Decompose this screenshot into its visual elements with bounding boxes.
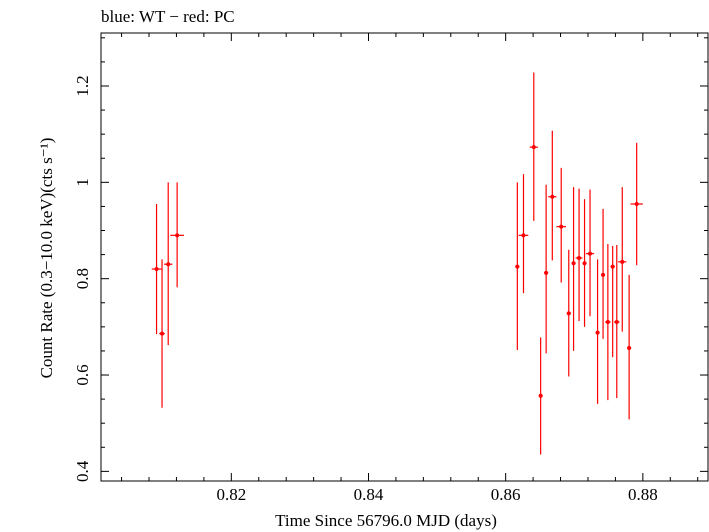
point-marker [550, 194, 555, 199]
data-point [571, 187, 576, 351]
y-tick-label: 0.6 [73, 364, 92, 385]
point-marker [166, 262, 171, 267]
y-tick-label: 1.2 [73, 75, 92, 96]
y-tick-label: 0.8 [73, 268, 92, 289]
point-marker [544, 270, 549, 275]
point-marker [605, 320, 610, 325]
point-marker [566, 311, 571, 316]
data-point [548, 130, 557, 261]
data-point [544, 184, 549, 354]
data-point [566, 249, 571, 377]
data-point [614, 244, 620, 399]
point-marker [175, 233, 180, 238]
plot-frame [100, 32, 709, 482]
data-point [585, 189, 595, 317]
point-marker [531, 145, 536, 150]
chart-title: blue: WT − red: PC [101, 7, 235, 26]
point-marker [627, 346, 632, 351]
data-point [170, 182, 184, 288]
data-point [164, 182, 173, 346]
point-marker [160, 331, 165, 336]
x-tick-label: 0.82 [216, 485, 246, 504]
point-marker [559, 224, 564, 229]
data-points [151, 72, 643, 455]
point-marker [571, 261, 576, 266]
point-marker [614, 320, 619, 325]
point-marker [634, 202, 639, 207]
data-point [151, 204, 162, 335]
point-marker [521, 233, 526, 238]
point-marker [601, 272, 606, 277]
data-point [601, 208, 606, 339]
point-marker [620, 259, 625, 264]
y-axis-label: Count Rate (0.3−10.0 keV)(cts s⁻¹) [37, 138, 56, 379]
point-marker [154, 267, 159, 272]
data-point [538, 337, 543, 455]
x-axis-label: Time Since 56796.0 MJD (days) [275, 511, 497, 530]
point-marker [577, 255, 582, 260]
data-point [515, 182, 520, 350]
axes: 0.82 0.84 0.86 0.88 0.4 0.6 0.8 1 1.2 [73, 33, 708, 504]
data-point [582, 199, 587, 327]
point-marker [588, 251, 593, 256]
x-tick-label: 0.88 [628, 485, 658, 504]
point-marker [610, 264, 615, 269]
point-marker [582, 261, 587, 266]
point-marker [538, 393, 543, 398]
x-tick-label: 0.84 [354, 485, 384, 504]
data-point [627, 274, 632, 420]
data-point [159, 259, 165, 408]
data-point [618, 187, 627, 332]
point-marker [595, 330, 600, 335]
data-point [630, 142, 643, 266]
y-tick-label: 0.4 [73, 460, 92, 482]
data-point [575, 188, 583, 322]
x-tick-label: 0.86 [491, 485, 521, 504]
data-point [595, 259, 600, 404]
y-tick-label: 1 [73, 178, 92, 187]
data-point [518, 174, 529, 294]
data-point [610, 245, 615, 358]
data-point [529, 72, 538, 221]
data-point [605, 243, 611, 401]
data-point [556, 167, 567, 283]
point-marker [515, 264, 520, 269]
